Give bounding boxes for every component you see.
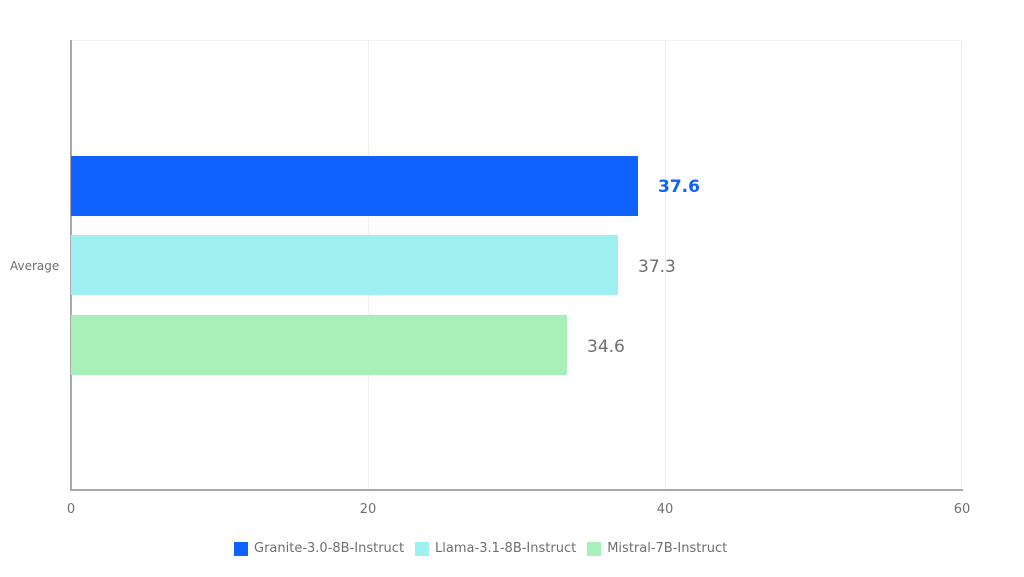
- legend-swatch-granite: [234, 541, 248, 556]
- value-label-granite: 37.6: [658, 177, 700, 197]
- legend: Granite-3.0-8B-Instruct Llama-3.1-8B-Ins…: [234, 541, 738, 556]
- legend-swatch-llama: [415, 541, 430, 556]
- legend-item-llama[interactable]: Llama-3.1-8B-Instruct: [415, 541, 576, 556]
- x-tick-60: 60: [953, 502, 971, 517]
- bar-granite[interactable]: [71, 156, 638, 216]
- value-label-llama: 37.3: [638, 257, 676, 277]
- legend-swatch-mistral: [587, 541, 602, 556]
- legend-item-granite[interactable]: Granite-3.0-8B-Instruct: [234, 541, 404, 556]
- x-tick-20: 20: [359, 502, 377, 517]
- legend-label-mistral: Mistral-7B-Instruct: [607, 541, 728, 556]
- bar-mistral[interactable]: [71, 315, 567, 375]
- bar-llama[interactable]: [71, 235, 618, 295]
- legend-label-granite: Granite-3.0-8B-Instruct: [254, 541, 405, 556]
- legend-item-mistral[interactable]: Mistral-7B-Instruct: [587, 541, 727, 556]
- legend-label-llama: Llama-3.1-8B-Instruct: [435, 541, 577, 556]
- gridline-40: [665, 40, 666, 490]
- x-tick-0: 0: [66, 502, 76, 517]
- x-tick-40: 40: [656, 502, 674, 517]
- category-label-average: Average: [10, 259, 60, 273]
- x-axis: [70, 489, 963, 491]
- plot-area: [71, 40, 962, 490]
- value-label-mistral: 34.6: [587, 337, 625, 357]
